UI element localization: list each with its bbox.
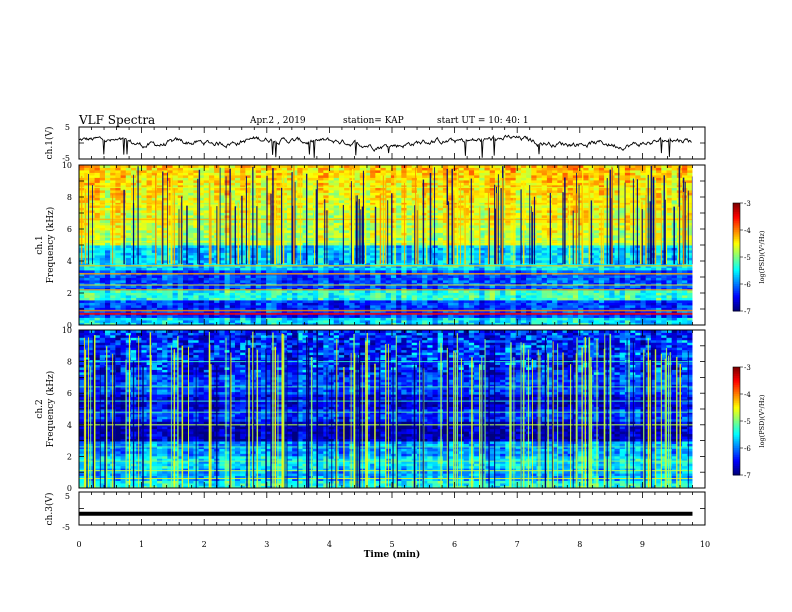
- ch1-label: ch.1: [35, 235, 45, 254]
- date-label: Apr.2 , 2019: [249, 116, 306, 126]
- ch1-spectrogram-image: [79, 165, 705, 326]
- ch1-ytick-label: 4: [67, 257, 72, 266]
- figure-title: VLF Spectra: [78, 113, 155, 127]
- ch1-ytick-label: 6: [67, 225, 72, 234]
- ch2-colorbar-tick: -7: [744, 472, 751, 480]
- ch1-ytick-label: 2: [67, 289, 72, 298]
- ch1-frequency-ylabel: Frequency (kHz): [45, 207, 56, 284]
- ch2-label: ch.2: [35, 399, 45, 418]
- ch1-spectrogram-panel: 0 2 4 6 8 10 ch.1 Frequency (kHz): [35, 161, 706, 330]
- time-tick-label: 4: [327, 540, 332, 549]
- ch1-ytick-top: 5: [65, 123, 70, 132]
- ch1-colorbar-tick: -4: [744, 227, 751, 235]
- ch2-frequency-ylabel: Frequency (kHz): [45, 371, 56, 448]
- ch1-colorbar: -3 -4 -5 -6 -7 log(PSD)(V²/Hz): [732, 200, 766, 316]
- ch2-ytick-label: 0: [67, 484, 72, 493]
- ch2-ytick-label: 2: [67, 452, 72, 461]
- ch1-colorbar-tick: -5: [744, 254, 751, 262]
- ch2-colorbar-tick: -4: [744, 391, 751, 399]
- ch2-colorbar: -3 -4 -5 -6 -7 log(PSD)(V²/Hz): [732, 364, 766, 480]
- ch1-ytick-bottom: -5: [62, 154, 70, 163]
- ch2-colorbar-tick: -6: [744, 445, 751, 453]
- time-tick-label: 2: [202, 540, 207, 549]
- ch2-colorbar-tick: -3: [744, 364, 751, 372]
- ch1-waveform-ylabel: ch.1(V): [44, 127, 55, 160]
- ch1-colorbar-label: log(PSD)(V²/Hz): [758, 230, 766, 283]
- ch1-colorbar-tick: -7: [744, 308, 751, 316]
- ch1-ytick-label: 0: [67, 321, 72, 330]
- ch2-ytick-label: 4: [67, 421, 72, 430]
- time-axis-label: Time (min): [364, 549, 421, 560]
- time-tick-label: 9: [640, 540, 645, 549]
- ch1-ytick-label: 8: [67, 193, 72, 202]
- ch1-colorbar-tick: -3: [744, 200, 751, 208]
- station-label: station= KAP: [343, 116, 404, 126]
- ch1-waveform-trace: [78, 134, 692, 158]
- ch2-colorbar-label: log(PSD)(V²/Hz): [758, 394, 766, 447]
- ch1-waveform-panel: 5 -5 ch.1(V): [44, 123, 706, 163]
- start-time-label: start UT = 10: 40: 1: [437, 116, 529, 126]
- ch1-ytick-label: 10: [62, 161, 72, 170]
- time-tick-label: 8: [577, 540, 582, 549]
- time-axis-tick-labels: 0 1 2 3 4 5 6 7 8 9 10: [76, 540, 710, 549]
- ch3-ytick-bottom: -5: [62, 523, 70, 532]
- ch3-waveform-ylabel: ch.3(V): [44, 493, 55, 526]
- time-tick-label: 1: [139, 540, 144, 549]
- ch1-colorbar-tick: -6: [744, 281, 751, 289]
- ch2-ytick-label: 10: [62, 326, 72, 335]
- time-tick-label: 0: [76, 540, 81, 549]
- ch2-ytick-label: 8: [67, 358, 72, 367]
- ch2-spectrogram-panel: 0 2 4 6 8 10 ch.2 Frequency (kHz): [35, 326, 706, 493]
- ch3-ytick-top: 5: [65, 492, 70, 501]
- ch2-ytick-label: 6: [67, 389, 72, 398]
- time-tick-label: 6: [452, 540, 457, 549]
- ch2-colorbar-tick: -5: [744, 418, 751, 426]
- ch3-waveform-panel: 5 -5 ch.3(V): [44, 491, 706, 532]
- ch1-waveform-line: [78, 134, 692, 158]
- time-tick-label: 7: [515, 540, 520, 549]
- ch2-spectrogram-image: [79, 330, 705, 489]
- time-tick-label: 3: [264, 540, 269, 549]
- time-tick-label: 5: [389, 540, 394, 549]
- time-tick-label: 10: [700, 540, 710, 549]
